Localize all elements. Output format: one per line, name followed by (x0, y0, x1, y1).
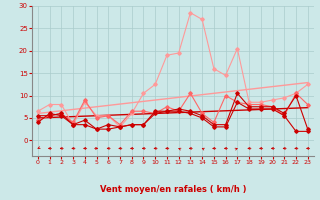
X-axis label: Vent moyen/en rafales ( km/h ): Vent moyen/en rafales ( km/h ) (100, 185, 246, 194)
